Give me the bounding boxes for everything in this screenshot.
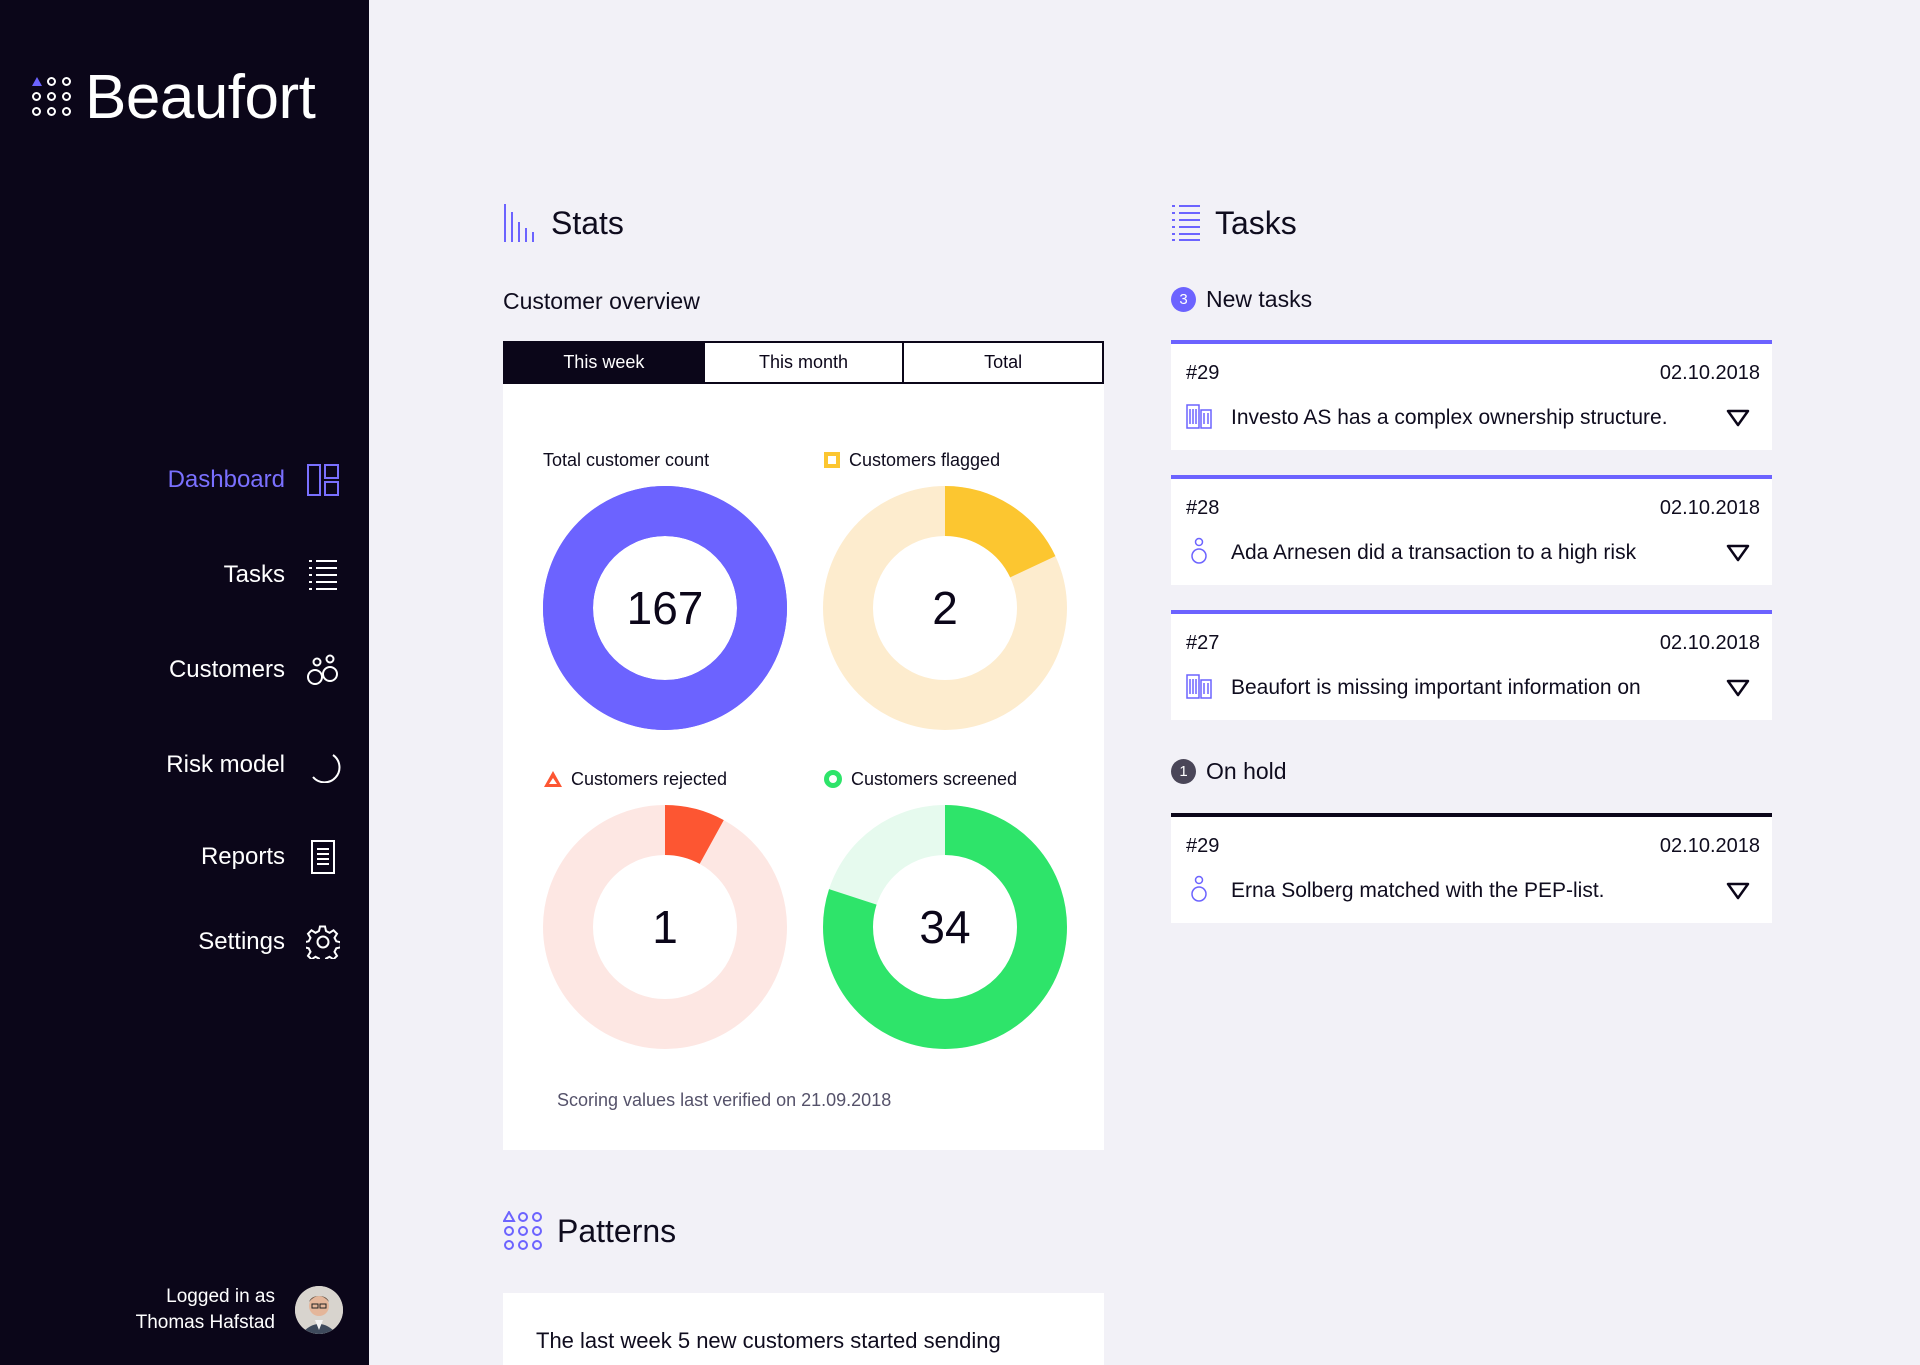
task-date: 02.10.2018 [1659,362,1760,384]
expand-triangle-icon[interactable] [1726,882,1750,905]
donut-label: Customers screened [851,768,1018,789]
expand-triangle-icon[interactable] [1726,679,1750,702]
nav-label: Customers [168,656,285,683]
stats-card: Total customer count 167 Customers flagg… [503,384,1104,1150]
donut-chart [823,805,1067,1049]
donut-value-arc [823,486,1067,730]
nav-label: Reports [200,843,285,870]
task-description: Ada Arnesen did a transaction to a high … [1231,541,1637,564]
donut-value: 2 [932,582,958,634]
donut-value: 34 [919,901,971,953]
brand-logo[interactable]: Beaufort [32,62,316,133]
donut-value-arc [823,805,1067,1049]
nav-item-risk-model[interactable]: Risk model [21,745,341,785]
customer-overview-title: Customer overview [503,288,700,314]
patterns-title: Patterns [557,1212,677,1249]
donut-chart [543,805,787,1049]
avatar[interactable] [295,1286,343,1334]
task-description: Investo AS has a complex ownership struc… [1231,406,1668,429]
stats-section-title: Stats [503,204,624,242]
task-card[interactable]: #28 02.10.2018 Ada Arnesen did a transac… [1171,475,1772,585]
nav-label: Settings [198,928,285,955]
donut-value-arc [543,486,787,730]
donut-total-customers: Total customer count 167 [543,448,803,730]
new-tasks-label: New tasks [1206,286,1313,312]
donut-value: 1 [652,901,678,953]
task-description: Erna Solberg matched with the PEP-list. [1231,879,1605,902]
warning-triangle-icon [543,770,563,788]
task-card[interactable]: #29 02.10.2018 Investo AS has a complex … [1171,340,1772,450]
gear-icon [305,924,341,960]
task-description: Beaufort is missing important informatio… [1231,676,1641,699]
nav-item-tasks[interactable]: Tasks [21,555,341,595]
person-icon [1185,875,1213,903]
donut-customers-screened: Customers screened 34 [823,767,1083,1049]
donut-label: Total customer count [543,449,710,470]
donut-customers-flagged: Customers flagged 2 [823,448,1083,730]
tab-total[interactable]: Total [984,352,1023,372]
tab-this-week[interactable]: This week [505,343,705,382]
list-icon [1171,204,1201,242]
patterns-icon [503,1211,543,1251]
on-hold-header: 1 On hold [1171,758,1287,785]
tab-this-month[interactable]: This month [705,343,905,382]
building-icon [1185,402,1213,430]
flag-square-icon [823,451,841,469]
building-icon [1185,672,1213,700]
nav-item-settings[interactable]: Settings [21,922,341,962]
task-card[interactable]: #27 02.10.2018 Beaufort is missing impor… [1171,610,1772,720]
task-id: #29 [1186,362,1220,384]
logo-mark-icon [32,77,73,118]
task-date: 02.10.2018 [1659,497,1760,519]
nav-item-customers[interactable]: Customers [21,650,341,690]
nav-label: Tasks [223,561,285,588]
donut-label: Customers flagged [849,449,1001,470]
donut-label: Customers rejected [571,768,728,789]
verified-note: Scoring values last verified on 21.09.20… [557,1090,892,1110]
on-hold-label: On hold [1206,758,1287,784]
task-date: 02.10.2018 [1659,835,1760,857]
dashboard-icon [305,462,341,498]
expand-triangle-icon[interactable] [1726,409,1750,432]
tasks-section-title: Tasks [1171,204,1297,242]
screened-circle-icon [823,769,843,789]
user-info[interactable]: Logged in as Thomas Hafstad [136,1284,343,1336]
list-icon [305,557,341,593]
bar-chart-icon [503,204,537,242]
donut-customers-rejected: Customers rejected 1 [543,767,803,1049]
nav-label: Dashboard [167,466,285,493]
expand-triangle-icon[interactable] [1726,544,1750,567]
task-card[interactable]: #29 02.10.2018 Erna Solberg matched with… [1171,813,1772,923]
sidebar: Beaufort Dashboard Tasks Customers Risk … [0,0,369,1365]
new-tasks-count-badge: 3 [1171,287,1196,312]
nav-item-dashboard[interactable]: Dashboard [21,460,341,500]
task-id: #27 [1186,632,1220,654]
donut-value: 167 [626,582,704,634]
patterns-section-title: Patterns [503,1211,676,1251]
report-icon [305,839,341,875]
nav-label: Risk model [166,751,285,778]
risk-model-icon [305,747,341,783]
tasks-title: Tasks [1215,204,1297,241]
person-icon [1185,537,1213,565]
customers-icon [305,652,341,688]
brand-name: Beaufort [85,63,316,132]
patterns-text: The last week 5 new customers started se… [536,1328,1001,1353]
nav-item-reports[interactable]: Reports [21,837,341,877]
task-date: 02.10.2018 [1659,632,1760,654]
user-name: Thomas Hafstad [135,1312,275,1333]
donut-value-arc [543,805,787,1049]
new-tasks-header: 3 New tasks [1171,286,1312,313]
donut-chart [823,486,1067,730]
task-id: #29 [1186,835,1220,857]
page-title: Stats [551,204,624,241]
period-tabs: This week This month Total [503,341,1104,384]
logged-in-label: Logged in as [166,1286,275,1307]
task-id: #28 [1186,497,1220,519]
on-hold-count-badge: 1 [1171,759,1196,784]
donut-chart [543,486,787,730]
patterns-card: The last week 5 new customers started se… [503,1293,1104,1365]
